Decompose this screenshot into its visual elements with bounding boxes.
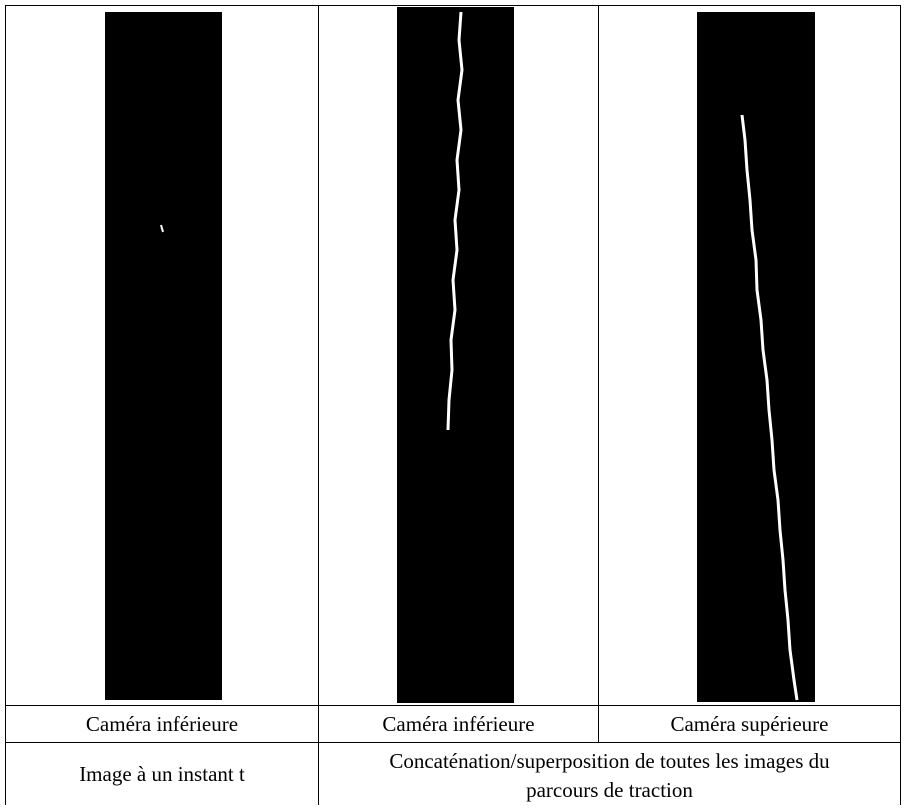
description: Image à un instant t: [6, 743, 318, 805]
caption: Caméra inférieure: [319, 706, 598, 742]
camera-image: [105, 12, 222, 700]
page: {"table": {"rows": [["Caméra inférieure"…: [0, 0, 906, 805]
caption: Caméra supérieure: [599, 706, 900, 742]
camera-image: [397, 7, 514, 703]
description: Concaténation/superposition de toutes le…: [319, 747, 900, 809]
camera-image: [697, 12, 815, 702]
table-grid: [0, 0, 906, 805]
caption: Caméra inférieure: [6, 706, 318, 742]
